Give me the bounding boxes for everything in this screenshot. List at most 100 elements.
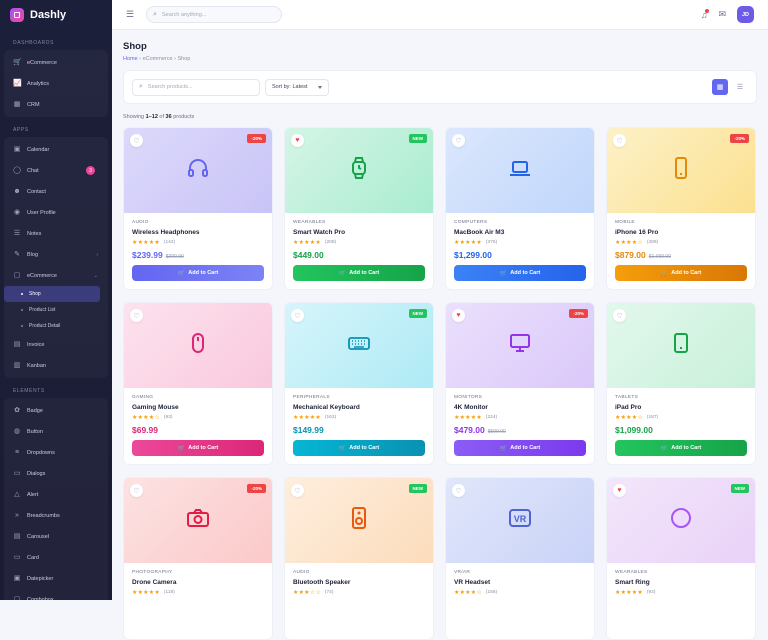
sidebar-item-kanban[interactable]: ▥Kanban <box>4 355 108 376</box>
favorite-heart-icon[interactable]: ♡ <box>613 309 626 322</box>
sidebar-item-notes[interactable]: ☰Notes <box>4 223 108 244</box>
sidebar-item-carousel[interactable]: ▤Carousel <box>4 526 108 547</box>
product-search-input[interactable]: ⌕ Search products... <box>132 79 260 96</box>
favorite-heart-icon[interactable]: ♡ <box>291 309 304 322</box>
product-name[interactable]: Mechanical Keyboard <box>293 404 425 411</box>
notification-bell-icon[interactable]: ♫ <box>701 10 708 20</box>
add-to-cart-button[interactable]: 🛒Add to Cart <box>293 440 425 456</box>
product-name[interactable]: Drone Camera <box>132 579 264 586</box>
sidebar-item-dialogs[interactable]: ▭Dialogs <box>4 463 108 484</box>
product-image[interactable]: ♡-20% <box>607 128 755 213</box>
sidebar-item-ecommerce[interactable]: 🛒eCommerce <box>4 52 108 73</box>
list-view-icon[interactable]: ☰ <box>732 79 748 95</box>
sidebar-item-user-profile[interactable]: ◉User Profile <box>4 202 108 223</box>
add-to-cart-button[interactable]: 🛒Add to Cart <box>454 440 586 456</box>
add-to-cart-button[interactable]: 🛒Add to Cart <box>615 265 747 281</box>
product-image[interactable]: ♡VR <box>446 478 594 563</box>
product-image[interactable]: ♡-20% <box>124 478 272 563</box>
sidebar-item-combobox[interactable]: ▢Combobox <box>4 589 108 600</box>
product-image[interactable]: ♡ <box>124 303 272 388</box>
favorite-heart-icon[interactable]: ♡ <box>613 134 626 147</box>
sidebar-subitem-shop[interactable]: Shop <box>4 286 100 302</box>
add-to-cart-button[interactable]: 🛒Add to Cart <box>615 440 747 456</box>
sidebar-item-dropdowns[interactable]: ≡Dropdowns <box>4 442 108 463</box>
product-name[interactable]: Bluetooth Speaker <box>293 579 425 586</box>
product-illustration <box>668 155 694 186</box>
sidebar-item-datepicker[interactable]: ▣Datepicker <box>4 568 108 589</box>
brand[interactable]: Dashly <box>0 0 112 30</box>
product-image[interactable]: ♡ <box>607 303 755 388</box>
product-image[interactable]: ♡ <box>446 128 594 213</box>
topbar: ☰ ⌕ Search anything... ♫ ✉ JD <box>112 0 768 30</box>
sidebar-item-alert[interactable]: △Alert <box>4 484 108 505</box>
cart-icon: 🛒 <box>661 270 668 277</box>
add-to-cart-button[interactable]: 🛒Add to Cart <box>132 440 264 456</box>
sidebar-item-card[interactable]: ▭Card <box>4 547 108 568</box>
sidebar-subitem-product-list[interactable]: Product List <box>4 302 108 318</box>
favorite-heart-icon[interactable]: ♥ <box>613 484 626 497</box>
review-count: (156) <box>486 590 497 595</box>
product-rating: ★★★★☆(187) <box>615 414 747 421</box>
product-image[interactable]: ♥NEW <box>607 478 755 563</box>
product-image[interactable]: ♥-20% <box>446 303 594 388</box>
sidebar-item-crm[interactable]: ▦CRM <box>4 94 108 115</box>
add-to-cart-button[interactable]: 🛒Add to Cart <box>293 265 425 281</box>
favorite-heart-icon[interactable]: ♡ <box>130 134 143 147</box>
product-image[interactable]: ♡NEW <box>285 303 433 388</box>
avatar[interactable]: JD <box>737 6 754 23</box>
global-search-input[interactable]: ⌕ Search anything... <box>146 6 282 23</box>
product-name[interactable]: MacBook Air M3 <box>454 229 586 236</box>
product-name[interactable]: Smart Watch Pro <box>293 229 425 236</box>
favorite-heart-icon[interactable]: ♡ <box>130 484 143 497</box>
favorite-heart-icon[interactable]: ♥ <box>291 134 304 147</box>
sidebar-item-invoice[interactable]: ▤Invoice <box>4 334 108 355</box>
favorite-heart-icon[interactable]: ♡ <box>452 134 465 147</box>
add-to-cart-button[interactable]: 🛒Add to Cart <box>132 265 264 281</box>
sidebar-item-blog[interactable]: ✎Blog› <box>4 244 108 265</box>
product-image[interactable]: ♡NEW <box>285 478 433 563</box>
product-name[interactable]: iPad Pro <box>615 404 747 411</box>
sidebar-item-ecommerce[interactable]: ▢eCommerce⌄ <box>4 265 108 286</box>
add-to-cart-button[interactable]: 🛒Add to Cart <box>454 265 586 281</box>
product-name[interactable]: Wireless Headphones <box>132 229 264 236</box>
product-image[interactable]: ♥NEW <box>285 128 433 213</box>
sidebar-item-analytics[interactable]: 📈Analytics <box>4 73 108 94</box>
messages-icon[interactable]: ✉ <box>718 9 726 20</box>
breadcrumb-home[interactable]: Home <box>123 56 138 62</box>
menu-toggle-icon[interactable]: ☰ <box>126 9 134 20</box>
sidebar-item-label: Invoice <box>27 342 44 348</box>
favorite-heart-icon[interactable]: ♡ <box>452 484 465 497</box>
sidebar-item-calendar[interactable]: ▣Calendar <box>4 139 108 160</box>
sidebar-item-badge[interactable]: ✿Badge <box>4 400 108 421</box>
product-name[interactable]: Smart Ring <box>615 579 747 586</box>
sidebar-item-contact[interactable]: ☻Contact <box>4 181 108 202</box>
product-name[interactable]: 4K Monitor <box>454 404 586 411</box>
favorite-heart-icon[interactable]: ♡ <box>130 309 143 322</box>
product-image[interactable]: ♡-20% <box>124 128 272 213</box>
sort-select[interactable]: Sort by: Latest <box>265 79 329 96</box>
product-name[interactable]: iPhone 16 Pro <box>615 229 747 236</box>
product-name[interactable]: Gaming Mouse <box>132 404 264 411</box>
sidebar-subitem-product-detail[interactable]: Product Detail <box>4 318 108 334</box>
product-name[interactable]: VR Headset <box>454 579 586 586</box>
favorite-heart-icon[interactable]: ♥ <box>452 309 465 322</box>
sidebar-item-button[interactable]: ◍Button <box>4 421 108 442</box>
breadcrumb-ecommerce[interactable]: eCommerce <box>143 56 173 62</box>
sidebar-item-breadcrumbs[interactable]: »Breadcrumbs <box>4 505 108 526</box>
grid-view-icon[interactable]: ▦ <box>712 79 728 95</box>
favorite-heart-icon[interactable]: ♡ <box>291 484 304 497</box>
